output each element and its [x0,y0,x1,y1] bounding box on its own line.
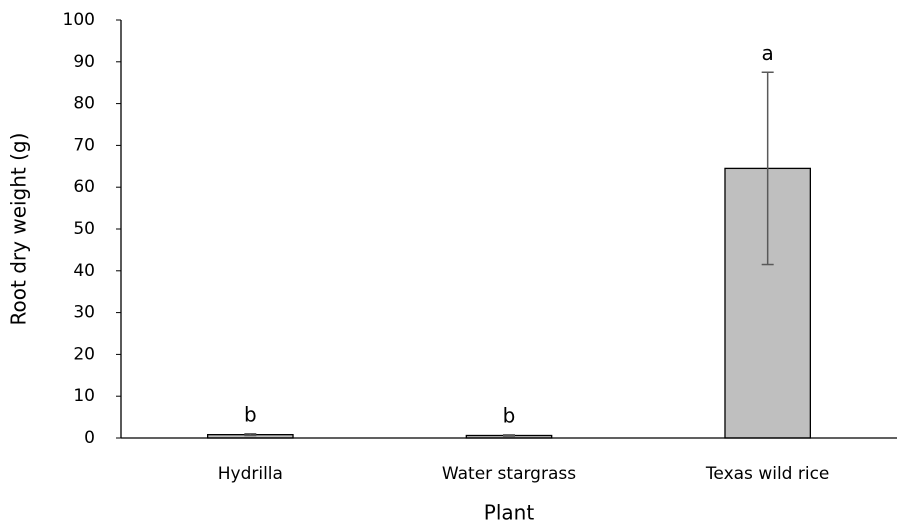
y-tick-label: 70 [73,135,95,155]
x-axis-title: Plant [484,501,535,525]
x-tick-label: Texas wild rice [705,464,829,484]
y-tick-label: 40 [73,261,95,281]
y-tick-label: 10 [73,386,95,406]
y-tick-label: 20 [73,344,95,364]
x-tick-label: Water stargrass [442,464,576,484]
significance-label: b [244,402,257,426]
y-tick-label: 100 [63,10,95,30]
y-axis-title: Root dry weight (g) [7,133,31,326]
y-tick-label: 90 [73,52,95,72]
y-tick-label: 30 [73,303,95,323]
y-tick-label: 60 [73,177,95,197]
y-tick-label: 50 [73,219,95,239]
y-tick-label: 0 [84,428,95,448]
y-tick-label: 80 [73,94,95,114]
significance-label: b [503,403,516,427]
significance-label: a [762,41,774,65]
x-tick-label: Hydrilla [218,464,283,484]
